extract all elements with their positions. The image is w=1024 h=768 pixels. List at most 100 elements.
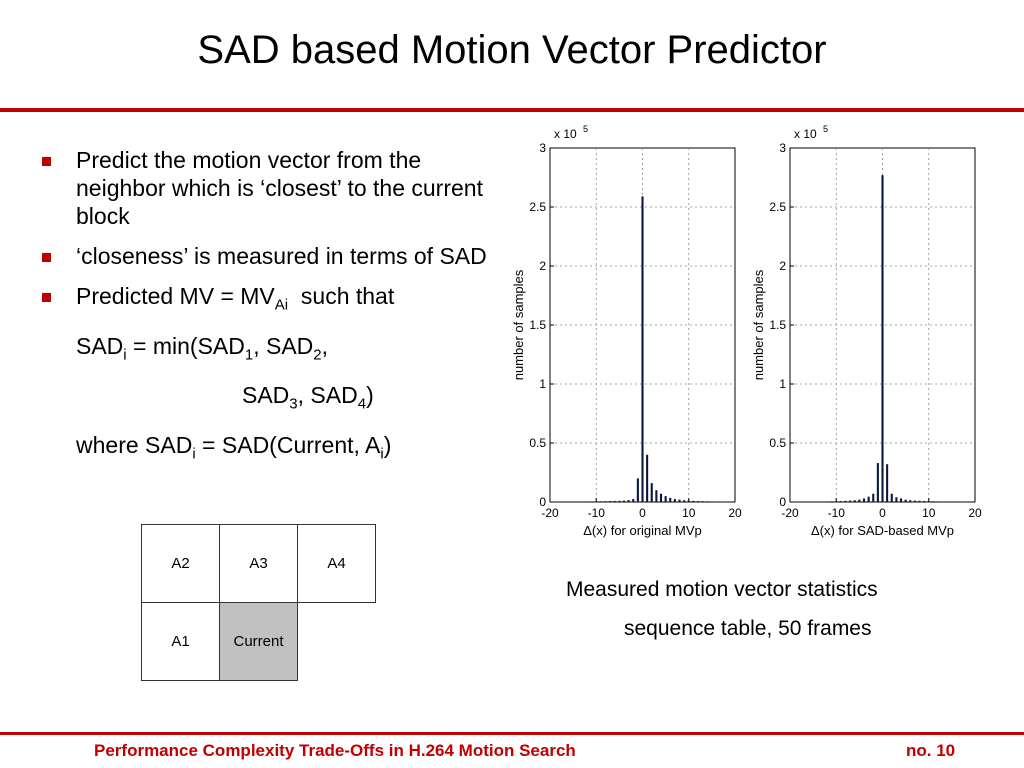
formula-text: where SAD [76,431,193,458]
subscript: Ai [274,296,289,314]
histogram-bar [835,501,838,502]
histogram-bar [886,464,889,502]
formula-text: = min(SAD [126,332,245,359]
histogram-bar [696,501,700,502]
histogram-bar [964,501,967,503]
histogram-bar [715,501,718,503]
histogram-bar [798,501,801,503]
y-tick-label: 0 [779,495,786,509]
histogram-bar [862,498,866,502]
figure-caption-line-1: Measured motion vector statistics [566,578,878,601]
histogram-bar [955,501,958,503]
histogram-bar [729,501,732,503]
histogram-bar [701,501,704,502]
histogram-bar [793,501,796,503]
subscript: i [123,346,127,364]
bullet-marker-icon [42,253,51,262]
subscript: i [192,445,196,463]
block-a1: A1 [141,602,220,681]
subscript: 1 [244,346,254,364]
histogram-bar [821,501,824,503]
histogram-bar [927,501,930,502]
footer-title: Performance Complexity Trade-Offs in H.2… [94,741,576,760]
bullet-marker-icon [42,293,51,302]
histogram-bar [913,500,916,502]
histogram-sad-based-mvp: -20 -10 0 10 20 0 0.5 1 1.5 2 2.5 3 x 10 5 Δ(x) for SA… [751,124,982,538]
histogram-bar [562,501,565,503]
histogram-bar [576,501,579,503]
histogram-bar [669,497,672,502]
histogram-bar [572,501,575,503]
bullet-item: Predict the motion vector from the neigh… [36,146,496,230]
histogram-bar [881,175,884,502]
y-axis-label: number of samples [511,269,526,380]
neighbor-block-grid: A2 A3 A4 A1 Current [141,524,376,681]
histogram-bar [872,493,875,502]
y-tick-label: 1.5 [769,318,786,332]
histogram-bar [849,500,852,502]
histogram-bar [604,501,607,502]
block-a2: A2 [141,524,220,603]
histogram-bar [946,501,949,503]
bullet-text: Predict the motion vector from the neigh… [76,147,483,229]
histogram-bar [664,496,667,502]
axis-multiplier-exponent: 5 [823,124,828,134]
histogram-bar [622,500,626,502]
histogram-bar [567,501,570,503]
formula-text: ) [366,382,374,409]
histogram-bar [636,478,639,502]
formula-line-3: where SADi = SAD(Current, Ai) [36,431,496,469]
histogram-original-mvp: -20 -10 0 10 20 0 0.5 1 1.5 2 2.5 3 x 10 5 Δ(x) for or… [511,124,742,538]
histogram-bar [710,501,713,503]
histogram-bar [678,499,681,502]
histogram-bar [923,501,926,502]
histogram-bar [581,501,584,503]
histogram-bar [618,500,621,502]
block-a3: A3 [219,524,298,603]
y-axis-label: number of samples [751,269,766,380]
histogram-bar [590,501,593,503]
histogram-bar [895,497,898,502]
histogram-bar [830,501,833,502]
subscript: 4 [357,395,367,413]
histogram-bar [613,500,616,502]
subscript: i [380,445,384,463]
histogram-bar [632,499,635,502]
page-number: no. 10 [906,741,956,760]
slide-title: SAD based Motion Vector Predictor [197,28,827,72]
x-axis-label: Δ(x) for SAD-based MVp [811,523,954,538]
histogram-bar [932,501,935,502]
footer-divider [0,732,1024,735]
histogram-bar [936,501,940,503]
y-tick-label: 1 [539,377,546,391]
subscript: 2 [313,346,322,364]
figure-caption-line-2: sequence table, 50 frames [624,617,872,640]
histogram-bar [876,463,879,502]
histogram-bar [646,454,649,502]
x-tick-label: -10 [588,506,606,520]
y-tick-label: 0 [539,495,546,509]
formula-text: = SAD(Current, A [195,431,381,458]
histogram-bar [867,496,870,502]
formula-text: , SAD [253,332,314,359]
x-tick-label: -10 [828,506,846,520]
histogram-bar [909,500,912,502]
y-tick-label: 2.5 [769,200,786,214]
block-a4: A4 [297,524,376,603]
formula-text: , SAD [297,382,358,409]
histogram-bar [724,501,727,503]
histogram-bar [890,493,893,502]
histogram-bar [641,196,644,502]
bullet-item: Predicted MV = MVAi such that [36,282,496,320]
histogram-bar [627,500,630,502]
histogram-bar [816,501,819,503]
histogram-bar [659,493,663,502]
histogram-bar [655,490,658,502]
formula-line-2: SAD3, SAD4) [36,381,496,419]
x-tick-label: -20 [541,506,559,520]
histogram-bar [918,500,921,502]
empty-cell [298,603,376,681]
y-tick-label: 2 [539,259,546,273]
bullet-marker-icon [42,157,51,166]
y-tick-label: 3 [779,141,786,155]
